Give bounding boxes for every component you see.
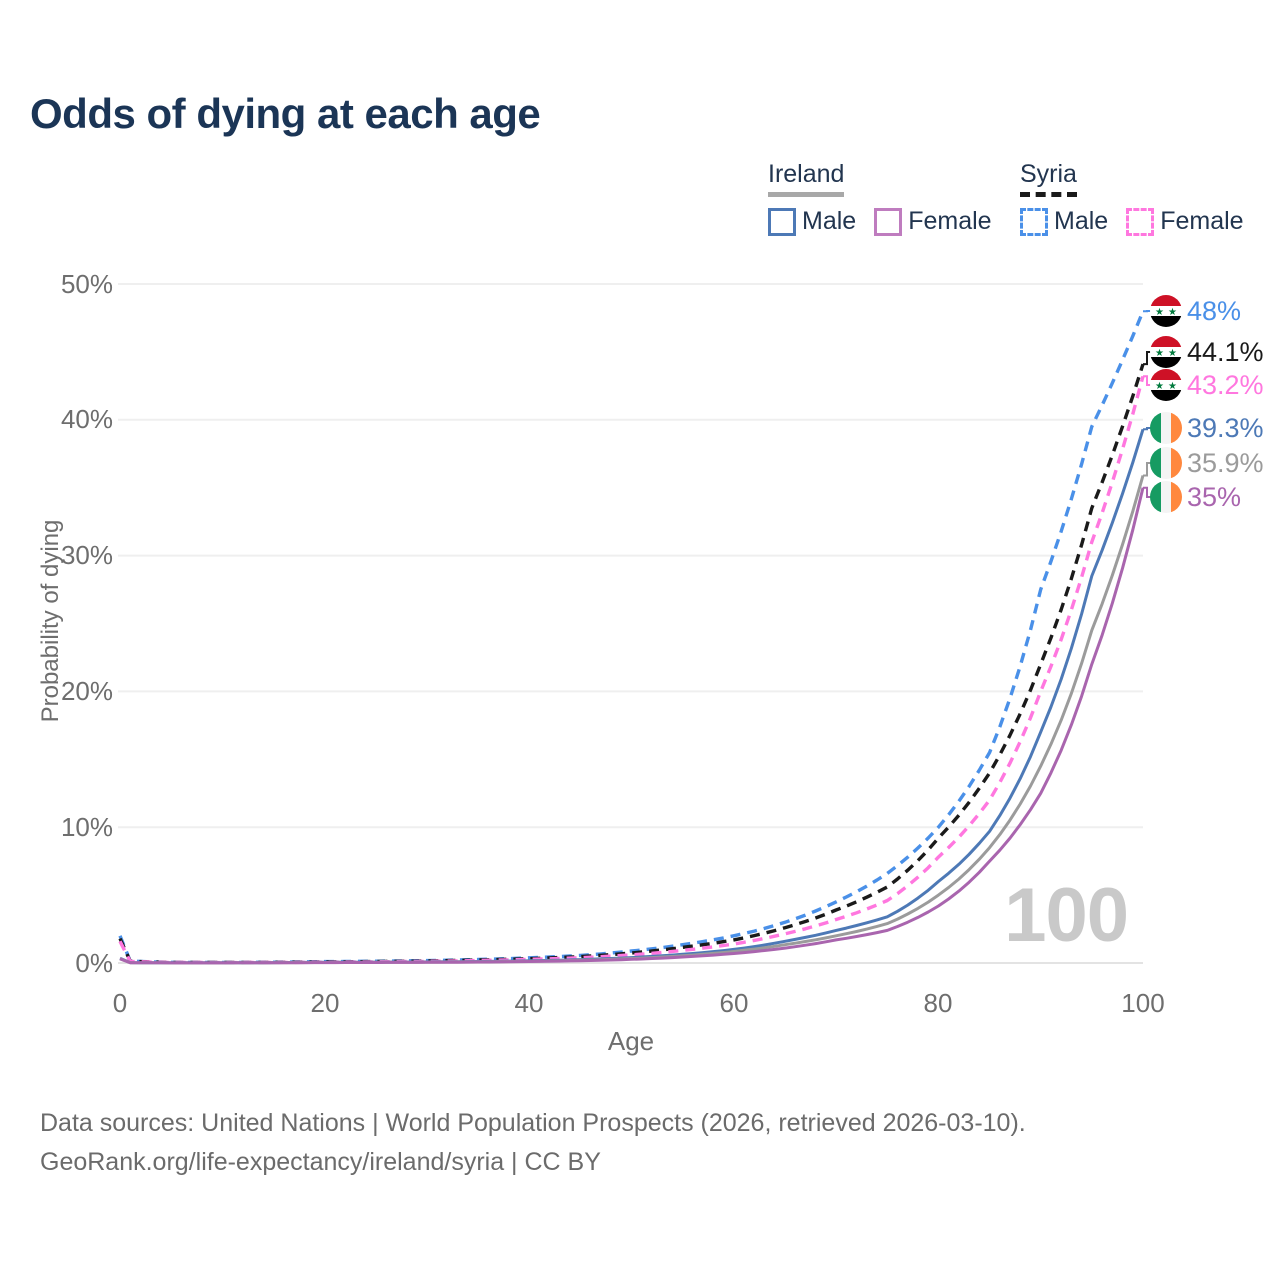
x-tick-label: 60 [719, 988, 749, 1018]
page-title: Odds of dying at each age [30, 90, 541, 137]
end-label-syria-male: ★ ★ 48% [1150, 294, 1241, 328]
syria-flag-icon: ★ ★ [1150, 369, 1182, 401]
ireland-female-swatch-icon [874, 207, 903, 236]
svg-text:★: ★ [1168, 381, 1177, 392]
syria-flag-icon: ★ ★ [1150, 336, 1182, 368]
end-label-value: 44.1% [1187, 336, 1264, 367]
legend-item-ireland-female[interactable]: Female [874, 207, 992, 236]
svg-text:★: ★ [1168, 348, 1177, 359]
footer-source-line: Data sources: United Nations | World Pop… [40, 1109, 1026, 1137]
x-tick-label: 20 [310, 988, 340, 1018]
x-tick-label: 80 [923, 988, 953, 1018]
svg-text:★: ★ [1155, 381, 1164, 392]
svg-text:★: ★ [1155, 307, 1164, 318]
ireland-flag-icon [1150, 447, 1182, 479]
end-label-ireland-male: 39.3% [1150, 411, 1264, 445]
svg-text:★: ★ [1155, 348, 1164, 359]
svg-text:★: ★ [1168, 307, 1177, 318]
end-label-syria-female: ★ ★ 43.2% [1150, 368, 1264, 402]
end-label-value: 35.9% [1187, 447, 1264, 478]
legend-label: Male [1054, 207, 1109, 235]
ireland-male-swatch-icon [768, 207, 796, 236]
legend-item-syria-male[interactable]: Male [1020, 207, 1108, 236]
legend-header-syria: Syria [1020, 160, 1077, 197]
ireland-flag-icon [1150, 412, 1182, 444]
legend-group-ireland: Ireland Male Female [768, 160, 992, 236]
y-tick-label: 30% [60, 540, 113, 570]
x-tick-label: 100 [1121, 988, 1165, 1018]
x-tick-label: 40 [514, 988, 544, 1018]
end-label-value: 35% [1187, 481, 1242, 512]
x-tick-label: 0 [112, 988, 128, 1018]
y-tick-label: 10% [60, 812, 113, 842]
legend-label: Male [802, 207, 857, 235]
legend-group-syria: Syria Male Female [1020, 160, 1244, 236]
y-tick-label: 20% [60, 676, 113, 706]
footer-license-line: GeoRank.org/life-expectancy/ireland/syri… [40, 1148, 601, 1176]
syria-flag-icon: ★ ★ [1150, 295, 1182, 327]
y-tick-label: 50% [60, 269, 113, 299]
legend-label: Female [1160, 207, 1244, 235]
y-axis-title: Probability of dying [37, 519, 64, 723]
footer: Data sources: United Nations | World Pop… [40, 1104, 1026, 1182]
y-tick-label: 0% [75, 948, 113, 978]
end-label-ireland-female: 35% [1150, 480, 1241, 514]
legend-label: Female [908, 207, 992, 235]
ireland-flag-icon [1150, 481, 1182, 513]
x-axis-title: Age [607, 1026, 655, 1056]
legend-item-ireland-male[interactable]: Male [768, 207, 856, 236]
syria-female-swatch-icon [1126, 207, 1155, 236]
end-label-syria-total: ★ ★ 44.1% [1150, 335, 1264, 369]
end-label-ireland-total: 35.9% [1150, 446, 1264, 480]
legend-header-ireland: Ireland [768, 160, 845, 197]
end-label-value: 39.3% [1187, 412, 1264, 443]
end-label-value: 48% [1187, 295, 1242, 326]
y-tick-label: 40% [60, 404, 113, 434]
syria-male-swatch-icon [1020, 207, 1048, 236]
age-watermark: 100 [1004, 873, 1129, 958]
end-label-value: 43.2% [1187, 369, 1264, 400]
legend-item-syria-female[interactable]: Female [1126, 207, 1244, 236]
